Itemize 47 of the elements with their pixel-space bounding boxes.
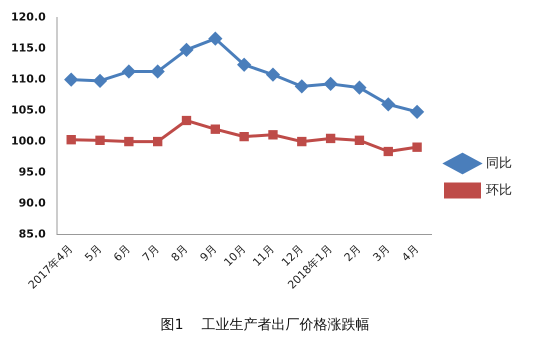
x-tick-label: 4月 (399, 242, 422, 264)
y-tick-label: 90.0 (18, 196, 46, 210)
x-tick-label: 9月 (198, 242, 220, 264)
point (412, 142, 422, 152)
point (268, 130, 278, 140)
point (151, 65, 164, 78)
point (180, 43, 193, 56)
x-tick-label: 3月 (370, 242, 392, 264)
y-tick-label: 105.0 (10, 103, 46, 116)
x-tick-label: 2月 (342, 242, 364, 264)
point (238, 58, 251, 72)
point (182, 116, 192, 126)
text: 图1 工业生产者出厂价格涨跌幅 (160, 317, 370, 334)
point (64, 73, 78, 86)
x-tick-label: 11月 (250, 242, 278, 270)
x-tick-label: 6月 (111, 242, 133, 264)
point (152, 136, 162, 146)
y-tick-label: 95.0 (18, 165, 46, 178)
x-tick-label: 5月 (82, 242, 104, 264)
point (122, 65, 136, 78)
point (410, 105, 424, 118)
point (295, 80, 308, 93)
point (66, 135, 76, 144)
x-tick-label: 10月 (221, 242, 248, 270)
point (239, 132, 249, 142)
legend-label: 同比 (486, 156, 512, 171)
point (124, 136, 134, 146)
point (266, 68, 280, 82)
point (297, 136, 306, 146)
y-tick-label: 115.0 (10, 41, 46, 54)
point (326, 134, 336, 144)
point (208, 32, 222, 46)
y-tick-label: 120.0 (10, 10, 46, 24)
point (354, 136, 364, 146)
point (324, 77, 338, 90)
point (210, 124, 220, 134)
x-tick-label: 7月 (140, 242, 162, 264)
point (382, 98, 395, 111)
x-tick-label: 8月 (168, 242, 191, 264)
y-tick-label: 110.0 (10, 72, 46, 86)
point (384, 146, 393, 156)
y-tick-label: 85.0 (18, 227, 46, 240)
point (352, 81, 366, 94)
point (95, 136, 105, 146)
y-tick-label: 100.0 (10, 134, 46, 148)
legend-label: 环比 (486, 182, 512, 198)
point (94, 74, 107, 88)
